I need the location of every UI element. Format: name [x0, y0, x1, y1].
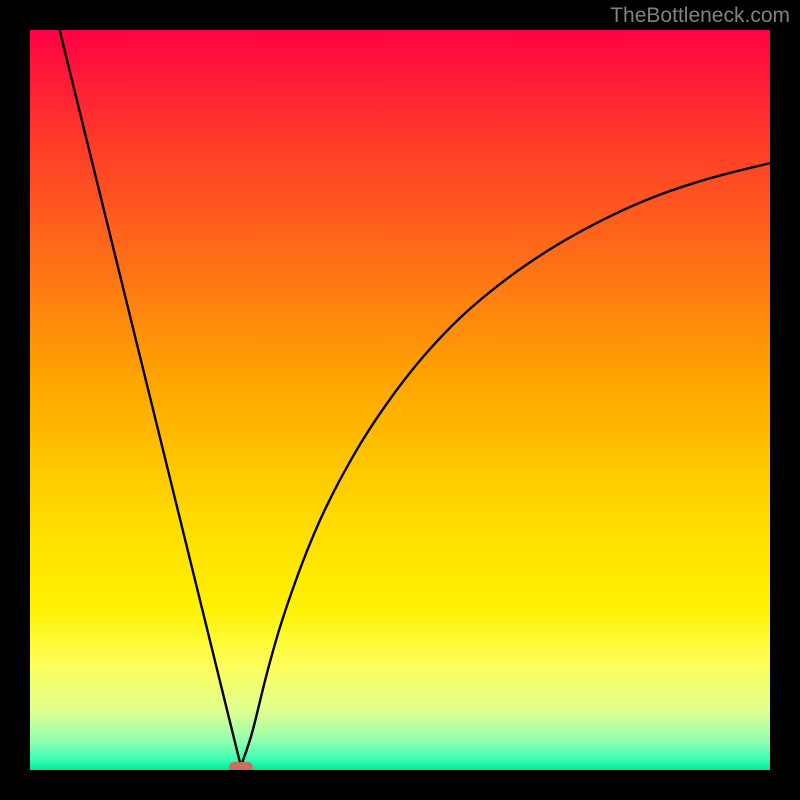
optimal-point-marker: [229, 762, 253, 770]
plot-area: [30, 30, 770, 770]
bottleneck-curve-chart: [30, 30, 770, 770]
watermark-label: TheBottleneck.com: [610, 4, 790, 28]
chart-container: TheBottleneck.com: [0, 0, 800, 800]
gradient-background: [30, 30, 770, 770]
